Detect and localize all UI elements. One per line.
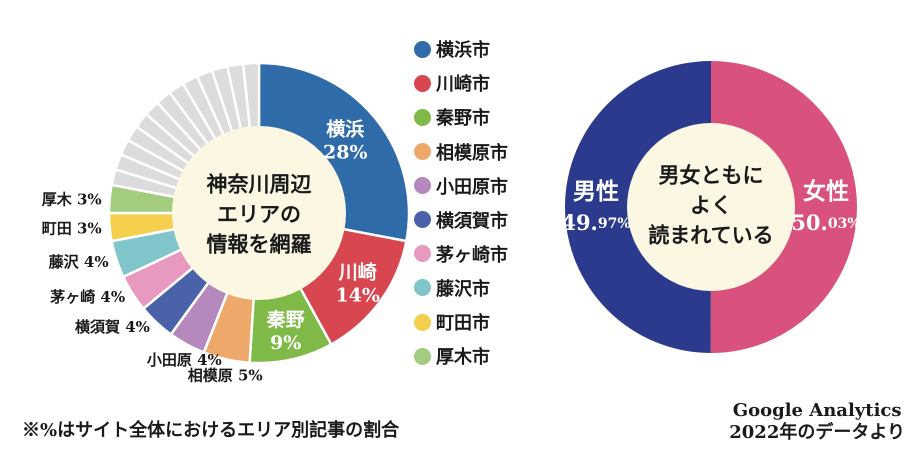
legend-item: 厚木市 <box>414 343 544 370</box>
legend-swatch <box>414 347 431 365</box>
legend-item: 茅ヶ崎市 <box>414 241 544 268</box>
legend-item: 秦野市 <box>414 104 544 131</box>
slice-label: 川崎 <box>338 261 377 284</box>
slice-outside-label: 厚木 3% <box>42 190 102 208</box>
legend-item: 藤沢市 <box>414 275 544 302</box>
legend-swatch <box>414 40 431 58</box>
legend-swatch <box>414 313 431 331</box>
center-label: 情報を網羅 <box>207 232 312 257</box>
legend-item: 相模原市 <box>414 138 544 165</box>
slice-value-label: 9% <box>270 332 301 354</box>
donut-center <box>172 126 346 300</box>
legend-label: 川崎市 <box>436 74 490 96</box>
legend-swatch <box>414 108 431 126</box>
legend-swatch <box>414 143 431 161</box>
legend-item: 町田市 <box>414 309 544 336</box>
legend-label: 秦野市 <box>436 108 490 130</box>
slice-outside-label: 横須賀 4% <box>75 318 150 336</box>
legend-label: 相模原市 <box>436 142 508 164</box>
center-label: 読まれている <box>648 223 773 248</box>
slice-label: 横浜 <box>326 118 364 141</box>
slice-outside-label: 町田 3% <box>42 220 102 238</box>
slice-label: 秦野 <box>266 308 305 331</box>
center-label: エリアの <box>217 202 301 227</box>
legend-swatch <box>414 74 431 92</box>
legend-swatch <box>414 211 431 229</box>
legend-label: 藤沢市 <box>436 278 490 300</box>
donut-center <box>627 123 795 291</box>
legend-label: 小田原市 <box>436 176 508 198</box>
legend-label: 横浜市 <box>436 40 490 62</box>
slice-label: 女性 <box>803 178 849 205</box>
slice-value-label: 49.97% <box>561 209 630 234</box>
source-note: Google Analytics 2022年のデータより <box>729 400 905 444</box>
center-label: 男女ともに <box>659 163 764 188</box>
source-line: 2022年のデータより <box>729 422 905 443</box>
legend-swatch <box>414 245 431 263</box>
legend-item: 横浜市 <box>414 36 544 63</box>
center-label: よく <box>690 193 732 218</box>
slice-label: 男性 <box>573 178 619 205</box>
center-label: 神奈川周辺 <box>207 172 312 197</box>
slice-outside-label: 茅ヶ崎 4% <box>50 288 125 306</box>
legend-item: 川崎市 <box>414 70 544 97</box>
legend-swatch <box>414 279 431 297</box>
legend-label: 茅ヶ崎市 <box>436 244 508 266</box>
legend-item: 小田原市 <box>414 172 544 199</box>
legend-label: 町田市 <box>436 313 490 334</box>
legend-label: 横須賀市 <box>436 210 508 232</box>
slice-outside-label: 小田原 4% <box>147 351 222 369</box>
slice-outside-label: 藤沢 4% <box>49 253 109 271</box>
slice-value-label: 14% <box>335 285 380 307</box>
slice-value-label: 28% <box>323 142 368 164</box>
legend-label: 厚木市 <box>436 347 490 369</box>
legend-item: 横須賀市 <box>414 206 544 233</box>
footnote: ※%はサイト全体におけるエリア別記事の割合 <box>22 420 400 441</box>
legend-swatch <box>414 177 431 195</box>
slice-value-label: 50.03% <box>791 210 860 235</box>
legend: 横浜市 川崎市 秦野市 相模原市 小田原市 横須賀市 茅ヶ崎市 藤沢市 <box>414 36 544 377</box>
source-line: Google Analytics <box>732 400 902 421</box>
slice-outside-label: 相模原 5% <box>188 366 263 384</box>
